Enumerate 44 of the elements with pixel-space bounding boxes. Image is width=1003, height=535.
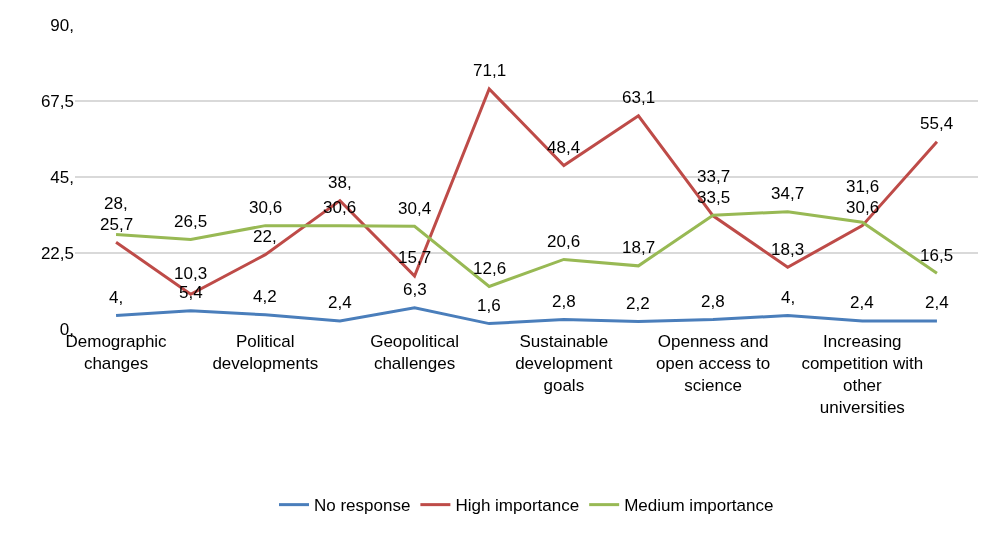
data-label: 16,5	[920, 246, 954, 265]
y-tick-label: 22,5	[40, 243, 74, 263]
data-label: 20,6	[547, 232, 581, 251]
data-label: 4,2	[253, 287, 277, 306]
data-label: 25,7	[100, 215, 134, 234]
data-label: 34,7	[771, 184, 805, 203]
legend-label: High importance	[455, 496, 580, 516]
data-label: 48,4	[547, 138, 581, 157]
data-label: 33,7	[697, 167, 731, 186]
y-tick-label: 45,	[50, 167, 74, 187]
data-label: 55,4	[920, 114, 954, 133]
legend-label: No response	[314, 496, 411, 516]
x-tick-label: Geopolitical challenges	[370, 332, 459, 374]
y-tick-label: 67,5	[40, 91, 74, 111]
data-label: 1,6	[477, 296, 501, 315]
data-label: 38,	[328, 173, 352, 192]
data-label: 22,	[253, 227, 277, 246]
y-tick-label: 90,	[50, 15, 74, 35]
data-label: 63,1	[622, 88, 656, 107]
data-label: 30,4	[398, 199, 432, 218]
data-label: 12,6	[473, 259, 507, 278]
data-label: 2,8	[701, 292, 725, 311]
data-label: 30,6	[249, 198, 283, 217]
data-label: 2,2	[626, 294, 650, 313]
data-label: 4,	[781, 288, 796, 307]
x-tick-label: Openness and open access to science	[655, 332, 771, 396]
data-label: 4,	[109, 288, 124, 307]
data-label: 6,3	[403, 280, 427, 299]
data-label: 2,4	[850, 293, 874, 312]
legend-label: Medium importance	[624, 496, 774, 516]
x-tick-label: Sustainable development goals	[515, 332, 613, 396]
data-label: 31,6	[846, 177, 880, 196]
data-label: 10,3	[174, 264, 208, 283]
data-label: 30,6	[846, 198, 880, 217]
data-label: 2,8	[552, 292, 576, 311]
data-label: 71,1	[473, 61, 507, 80]
data-label: 2,4	[328, 293, 352, 312]
data-label: 28,	[104, 194, 128, 213]
data-label: 18,7	[622, 238, 656, 257]
data-label: 18,3	[771, 240, 805, 259]
data-label: 2,4	[925, 293, 949, 312]
x-tick-label: Political developments	[212, 332, 319, 374]
x-tick-label: Increasing competition with other universities	[801, 332, 924, 418]
data-label: 26,5	[174, 212, 208, 231]
